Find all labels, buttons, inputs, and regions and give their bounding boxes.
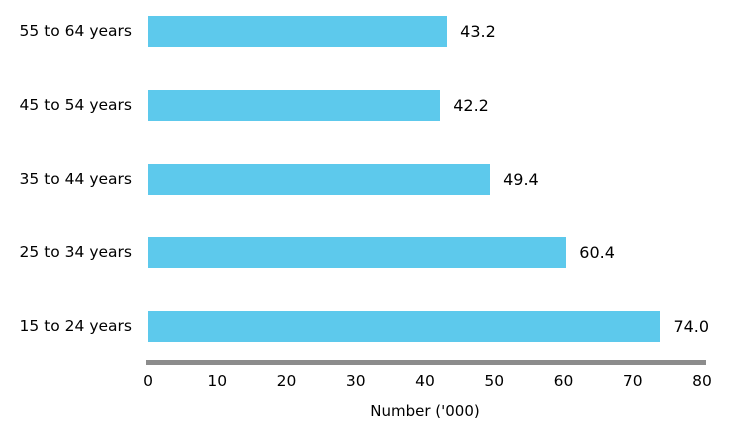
bar-row: 45 to 54 years 42.2: [0, 89, 740, 121]
x-axis-tick-label: 70: [622, 372, 643, 390]
x-axis-tick-label: 10: [207, 372, 228, 390]
x-axis-tick-label: 60: [553, 372, 574, 390]
bar: [148, 311, 661, 342]
bar-row: 55 to 64 years 43.2: [0, 16, 740, 47]
category-label: 45 to 54 years: [19, 95, 132, 114]
value-label: 49.4: [503, 169, 539, 189]
bar: [148, 16, 448, 47]
x-axis-title: Number ('000): [370, 402, 480, 420]
bar-row: 15 to 24 years 74.0: [0, 311, 740, 342]
x-axis-tick-label: 0: [143, 372, 153, 390]
x-axis-tick-label: 80: [692, 372, 712, 390]
value-label: 60.4: [579, 243, 615, 263]
value-label: 42.2: [453, 95, 489, 115]
x-axis-tick-label: 40: [415, 372, 435, 390]
value-label: 43.2: [460, 22, 496, 41]
value-label: 74.0: [673, 317, 710, 336]
x-axis-line: [146, 360, 706, 365]
bar: [148, 237, 567, 269]
x-axis-tick-label: 50: [484, 372, 505, 390]
x-axis-tick-label: 20: [276, 372, 297, 390]
category-label: 25 to 34 years: [19, 243, 132, 262]
category-label: 15 to 24 years: [19, 317, 132, 335]
category-label: 55 to 64 years: [19, 22, 132, 40]
category-label: 35 to 44 years: [19, 169, 132, 188]
bar-row: 35 to 44 years 49.4: [0, 163, 740, 195]
bar: [148, 163, 491, 195]
bar: [148, 89, 441, 121]
x-axis-tick-label: 30: [345, 372, 366, 390]
bar-row: 25 to 34 years 60.4: [0, 237, 740, 269]
